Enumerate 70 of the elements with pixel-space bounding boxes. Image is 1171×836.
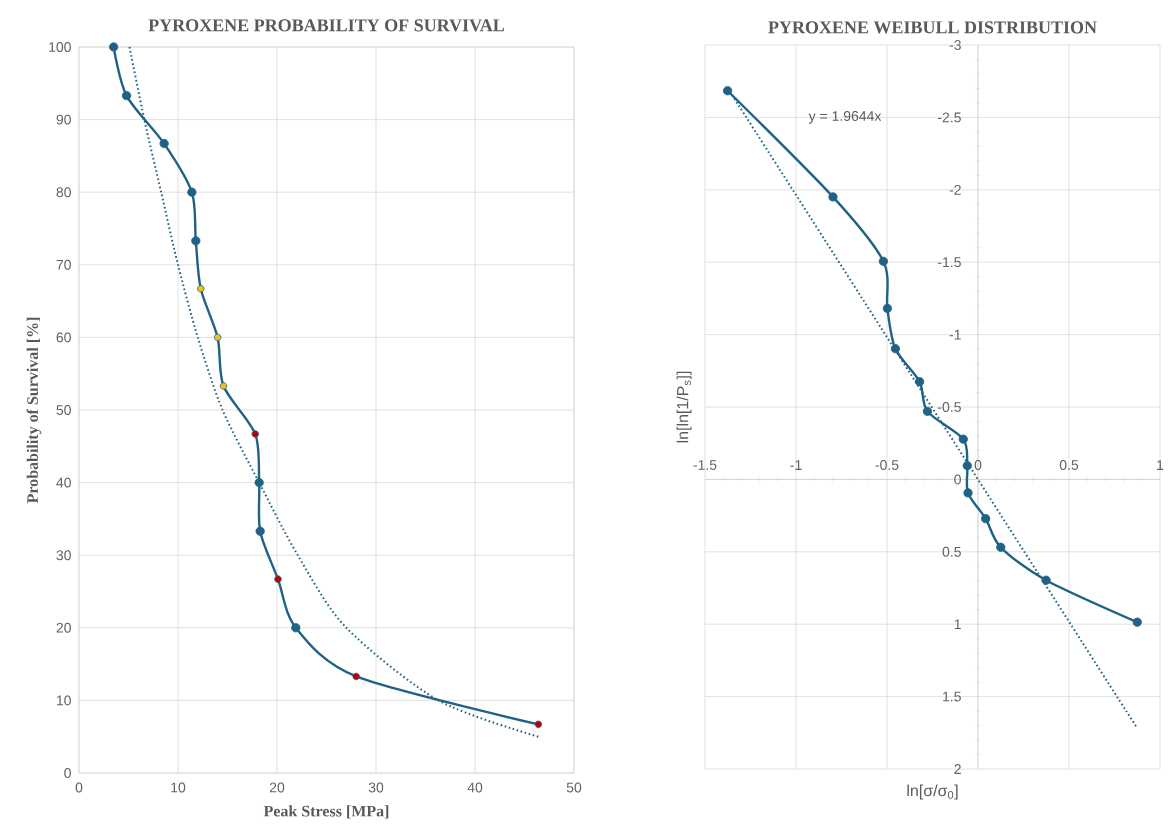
y-tick-label: 100 xyxy=(49,42,71,52)
point xyxy=(878,256,888,266)
x-tick-label: 0 xyxy=(974,459,982,470)
x-axis-title: ln[σ/σ$_{0}$] xyxy=(907,784,958,800)
annotation: y = 1.9644x xyxy=(808,111,882,124)
y-tick-label: 30 xyxy=(56,550,71,561)
point xyxy=(1041,575,1051,585)
point xyxy=(981,514,991,524)
x-tick-label: 0.5 xyxy=(1059,459,1079,470)
point xyxy=(882,303,892,313)
y-tick-label: 0 xyxy=(954,474,961,485)
x-tick-label: 0 xyxy=(75,782,83,793)
point xyxy=(914,377,925,387)
x-axis-title: Peak Stress [MPa] xyxy=(263,805,389,819)
point xyxy=(922,406,933,416)
chart-title: PYROXENE PROBABILITY OF SURVIVAL xyxy=(148,19,505,32)
point xyxy=(159,138,169,149)
chart-title: PYROXENE WEIBULL DISTRIBUTION xyxy=(768,21,1097,34)
point xyxy=(219,382,228,390)
point xyxy=(254,478,264,488)
y-tick-label: 20 xyxy=(56,622,71,633)
point xyxy=(197,285,205,293)
point xyxy=(534,720,543,729)
x-tick-label: 40 xyxy=(467,782,483,793)
y-tick-label: -1 xyxy=(949,329,961,340)
y-tick-label: 60 xyxy=(56,332,71,343)
x-tick-label: -0.5 xyxy=(875,459,899,470)
y-tick-label: 0 xyxy=(64,768,71,778)
point xyxy=(352,672,360,681)
y-tick-label: 10 xyxy=(56,695,71,706)
y-tick-label: 2 xyxy=(954,764,961,774)
y-tick-label: 1 xyxy=(954,619,961,630)
y-axis-title: ln[ln[1/P$_{s}$]] xyxy=(676,371,692,443)
point xyxy=(274,575,282,583)
y-axis-title: Probability of Survival [%] xyxy=(26,317,42,504)
y-tick-label: 70 xyxy=(56,259,71,270)
point xyxy=(962,461,972,471)
y-tick-label: 80 xyxy=(56,187,71,198)
y-tick-label: 1.5 xyxy=(943,691,961,702)
point xyxy=(251,430,259,438)
y-tick-label: 50 xyxy=(56,405,71,415)
y-tick-label: -2 xyxy=(949,184,961,195)
y-tick-label: 90 xyxy=(56,114,71,125)
x-tick-label: 1 xyxy=(1157,460,1164,470)
point xyxy=(121,91,132,101)
x-tick-label: -1.5 xyxy=(693,460,717,470)
point xyxy=(291,623,301,633)
y-tick-label: -1.5 xyxy=(937,257,961,268)
x-tick-label: 20 xyxy=(269,782,285,793)
point xyxy=(255,526,265,536)
y-tick-label: -0.5 xyxy=(937,402,961,412)
x-tick-label: 30 xyxy=(368,782,384,793)
point xyxy=(890,344,900,354)
x-tick-label: 10 xyxy=(171,782,186,793)
point xyxy=(213,333,222,342)
y-tick-label: -2.5 xyxy=(937,112,961,123)
x-tick-label: 50 xyxy=(566,782,582,793)
point xyxy=(963,488,973,498)
point xyxy=(1132,617,1142,627)
point xyxy=(109,42,119,52)
point xyxy=(958,434,968,444)
y-tick-label: 0.5 xyxy=(942,546,961,557)
point xyxy=(996,542,1006,552)
point xyxy=(191,236,201,246)
point xyxy=(828,192,838,202)
point xyxy=(187,187,197,197)
y-tick-label: 40 xyxy=(56,477,71,488)
y-tick-label: -3 xyxy=(949,40,961,50)
x-tick-label: -1 xyxy=(790,460,802,470)
point xyxy=(722,86,733,96)
